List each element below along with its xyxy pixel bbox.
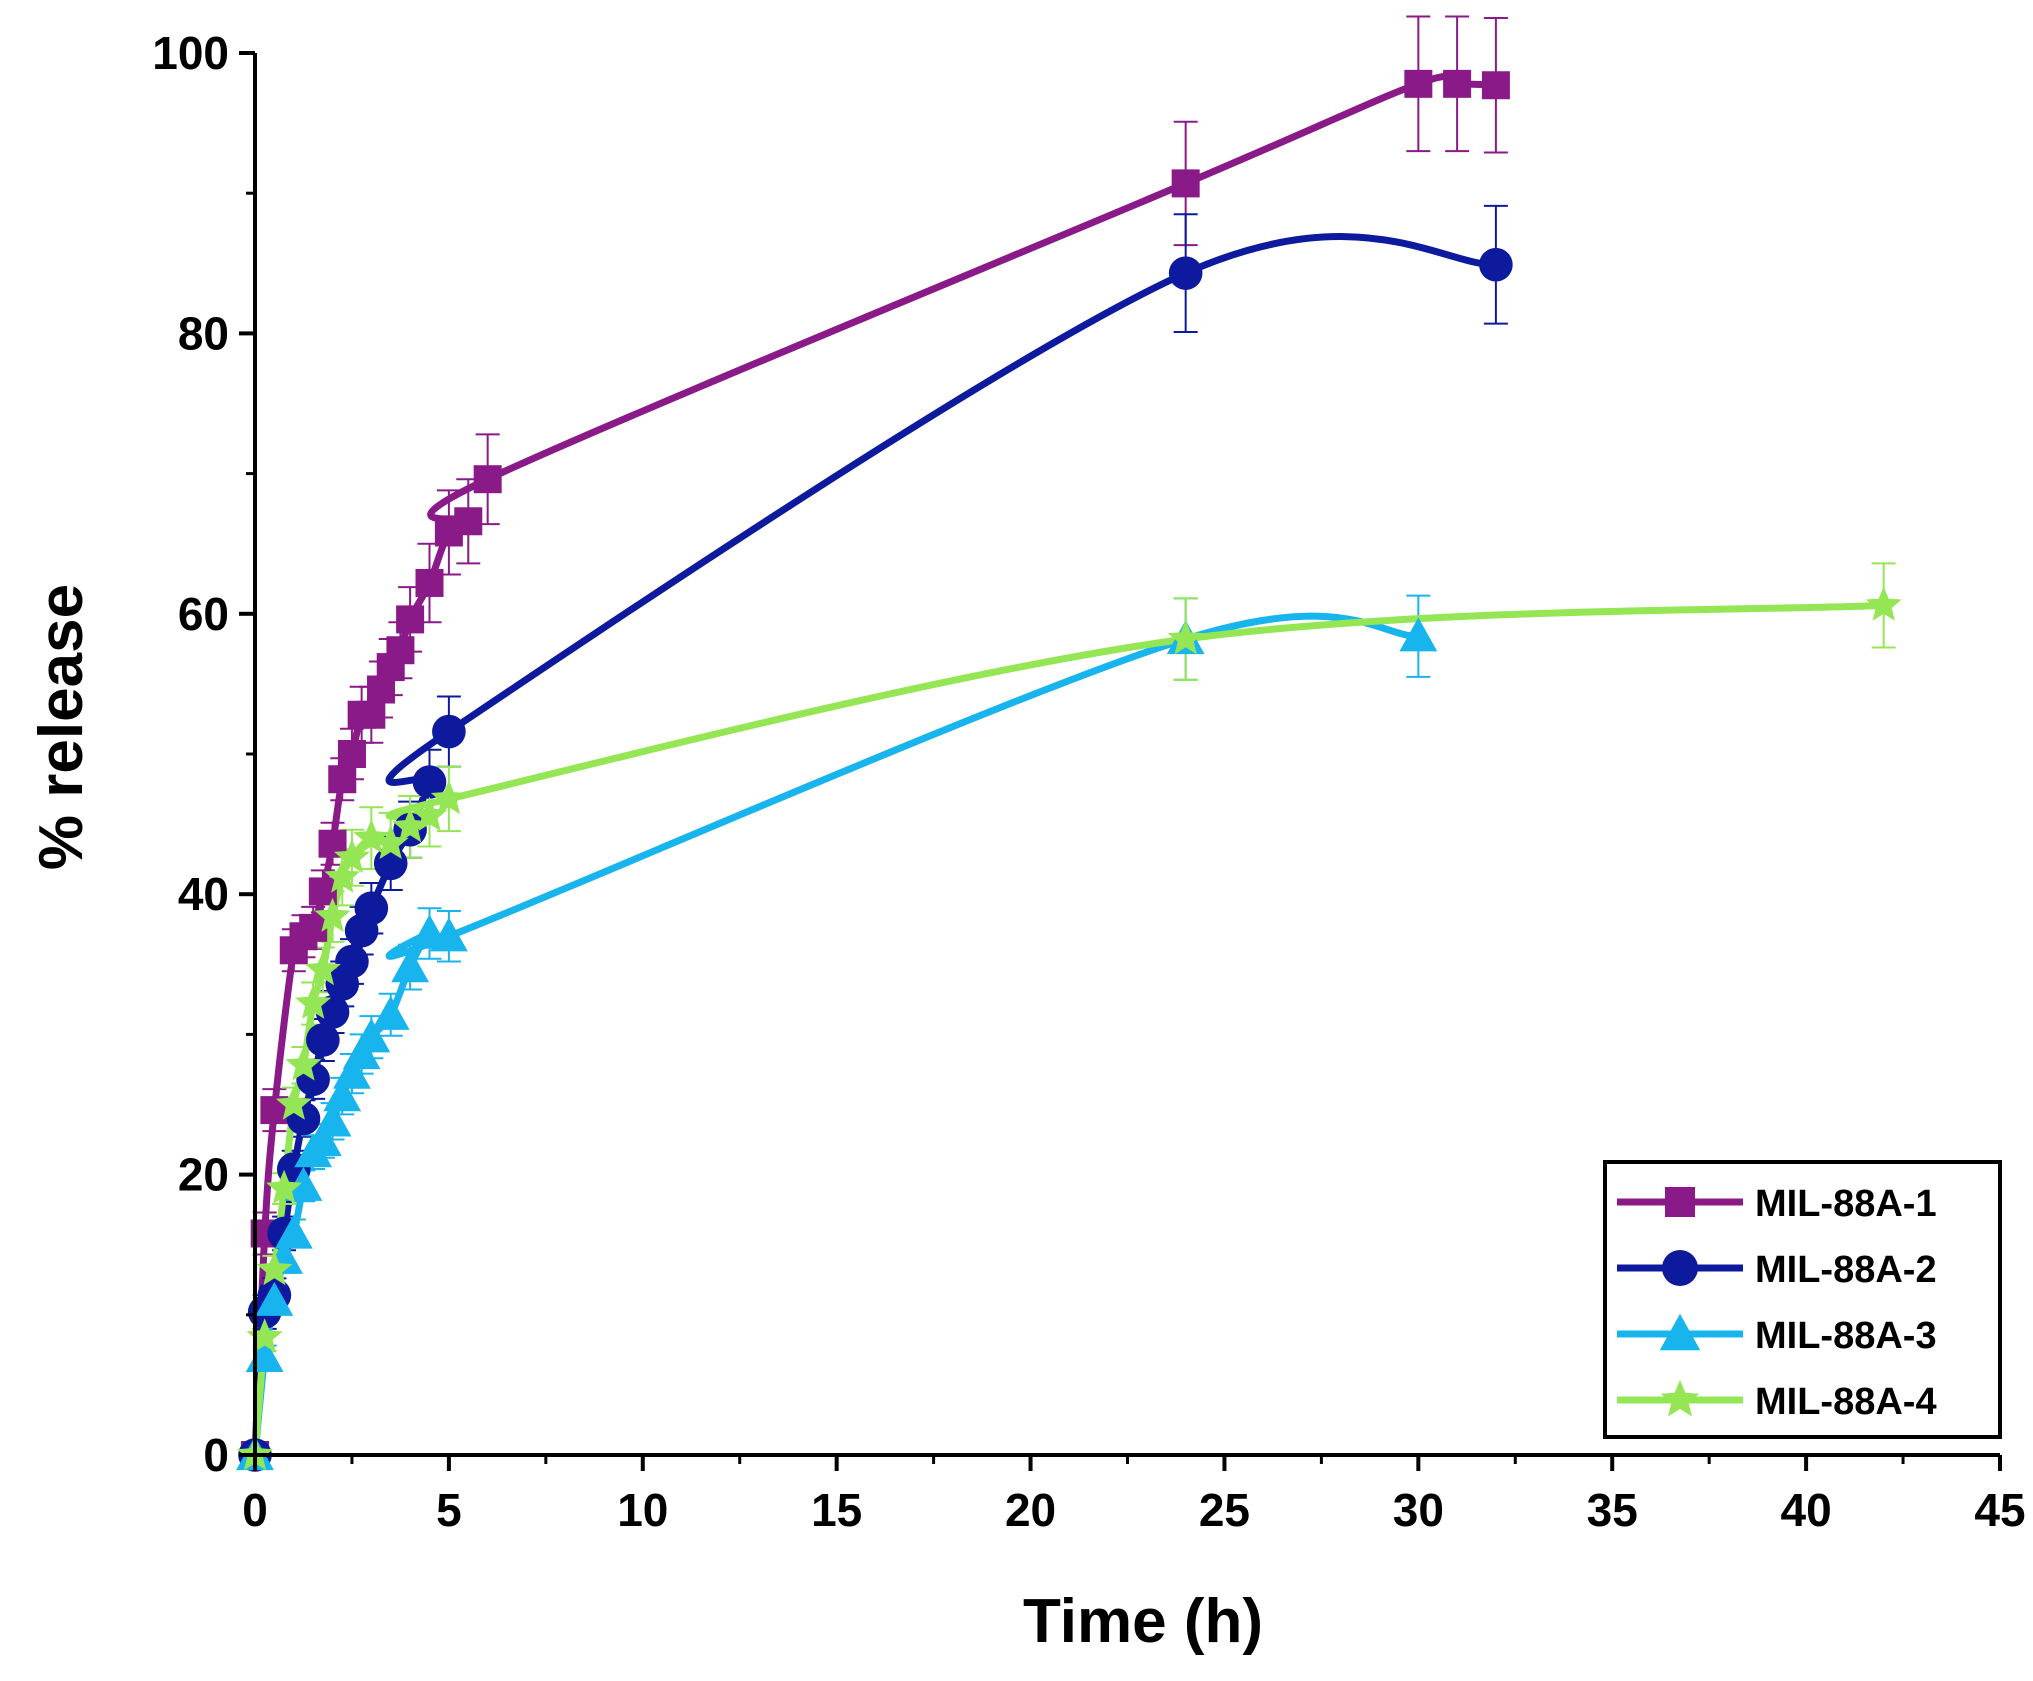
- x-tick-label: 0: [242, 1484, 268, 1536]
- data-point: [412, 765, 447, 799]
- x-axis-title: Time (h): [1023, 1587, 1263, 1656]
- data-point: [337, 740, 366, 768]
- legend-item: MIL-88A-1: [1617, 1183, 1937, 1225]
- x-tick-label: 20: [1005, 1484, 1056, 1536]
- x-tick-label: 5: [436, 1484, 462, 1536]
- data-point: [284, 1166, 323, 1201]
- data-point: [295, 984, 332, 1019]
- data-point: [313, 1102, 352, 1137]
- legend: MIL-88A-1 MIL-88A-2 MIL-88A-3 MIL-88A-4: [1603, 1160, 2002, 1439]
- y-tick-label: 100: [152, 27, 229, 79]
- data-point: [306, 1023, 340, 1057]
- x-tick-label: 30: [1393, 1484, 1444, 1536]
- y-tick-label: 40: [178, 868, 229, 920]
- legend-item: MIL-88A-3: [1617, 1313, 1937, 1357]
- data-point: [1399, 617, 1438, 652]
- data-point: [304, 951, 341, 986]
- data-point: [1479, 247, 1513, 282]
- data-point: [1171, 169, 1200, 198]
- legend-item: MIL-88A-4: [1617, 1379, 1937, 1423]
- data-point: [432, 714, 466, 749]
- series-markers-MIL-88A-2: [238, 247, 1513, 1472]
- data-point: [256, 1251, 293, 1286]
- data-point: [372, 824, 409, 859]
- legend-marker: [1662, 1250, 1698, 1286]
- legend-item: MIL-88A-2: [1617, 1249, 1937, 1291]
- data-point: [1481, 71, 1510, 100]
- data-point: [386, 636, 415, 665]
- data-point: [275, 1085, 312, 1120]
- data-point: [1443, 69, 1472, 98]
- legend-marker: [1659, 1313, 1701, 1351]
- data-point: [473, 465, 502, 494]
- legend-label: MIL-88A-2: [1755, 1249, 1937, 1291]
- x-tick-label: 15: [811, 1484, 862, 1536]
- data-point: [274, 1214, 313, 1249]
- x-tick-label: 10: [617, 1484, 668, 1536]
- x-tick-label: 40: [1781, 1484, 1832, 1536]
- x-tick-label: 35: [1587, 1484, 1638, 1536]
- y-tick-label: 0: [203, 1429, 229, 1481]
- y-tick-label: 20: [178, 1149, 229, 1201]
- legend-label: MIL-88A-1: [1755, 1183, 1937, 1225]
- data-point: [353, 819, 390, 854]
- data-point: [255, 1281, 294, 1316]
- data-point: [392, 808, 429, 843]
- data-point: [411, 796, 448, 831]
- data-point: [333, 1054, 371, 1089]
- data-point: [314, 897, 351, 932]
- data-point: [303, 1122, 342, 1157]
- y-axis-title: % release: [27, 584, 96, 870]
- data-point: [396, 605, 425, 634]
- data-point: [285, 1046, 322, 1081]
- data-point: [391, 948, 430, 983]
- data-point: [328, 765, 357, 794]
- data-point: [454, 507, 483, 536]
- data-point: [335, 944, 369, 979]
- data-point: [324, 858, 361, 893]
- data-point: [430, 780, 467, 815]
- x-tick-label: 25: [1199, 1484, 1250, 1536]
- series-markers-MIL-88A-1: [241, 69, 1510, 1469]
- legend-label: MIL-88A-3: [1755, 1315, 1937, 1357]
- data-point: [1865, 586, 1902, 621]
- data-point: [266, 1169, 303, 1204]
- series-markers-MIL-88A-3: [236, 617, 1438, 1471]
- data-point: [371, 995, 410, 1030]
- data-point: [334, 838, 370, 873]
- legend-marker: [1660, 1379, 1700, 1417]
- legend-label: MIL-88A-4: [1755, 1381, 1937, 1423]
- axes: 0 5 10 15 20 25 30 35 40 45 0 20 40 60 80 100: [152, 27, 2025, 1536]
- y-tick-label: 60: [178, 588, 229, 640]
- data-point: [352, 1018, 391, 1053]
- data-point: [354, 891, 389, 926]
- data-point: [429, 917, 468, 952]
- data-point: [415, 568, 444, 597]
- data-point: [323, 1077, 362, 1112]
- data-point: [1404, 69, 1433, 98]
- data-point: [1167, 620, 1204, 655]
- data-point: [1168, 256, 1203, 290]
- x-tick-label: 45: [1974, 1484, 2025, 1536]
- plot-area: [236, 15, 1902, 1472]
- series-MIL-88A-3: [251, 594, 1431, 1459]
- legend-marker: [1665, 1187, 1695, 1217]
- y-tick-label: 80: [178, 307, 229, 359]
- data-point: [357, 700, 386, 729]
